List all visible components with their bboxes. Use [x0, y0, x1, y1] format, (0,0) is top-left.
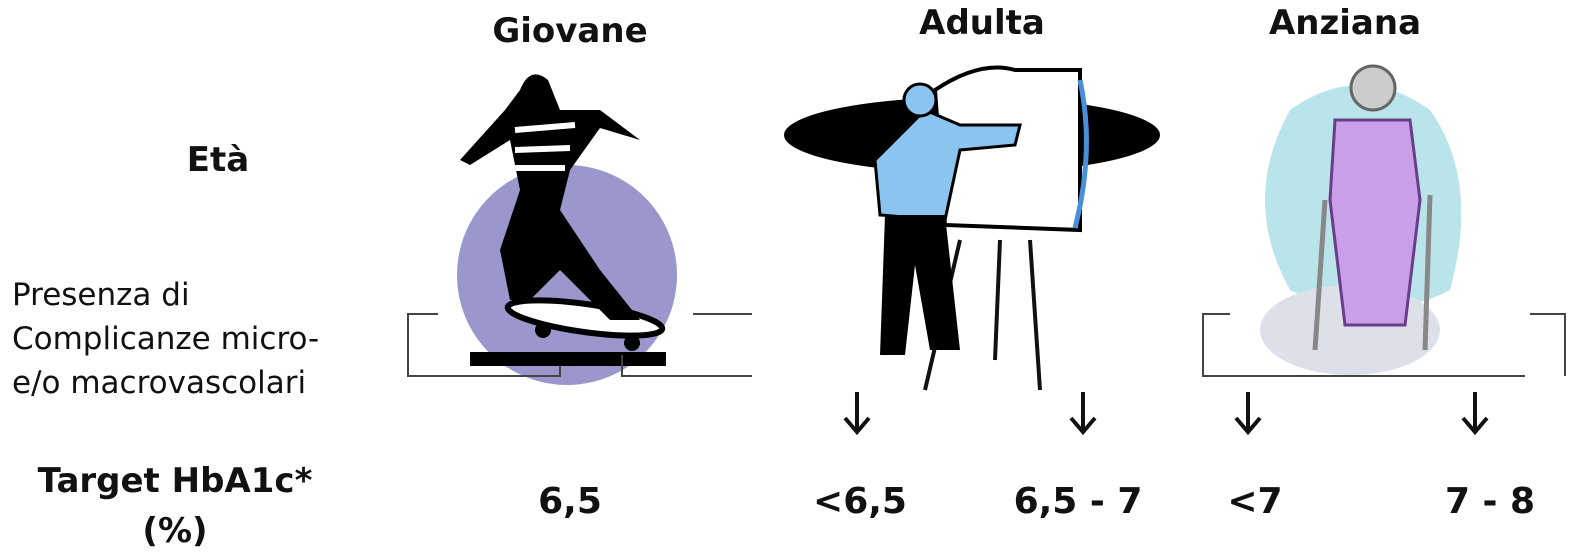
column-header: Giovane [492, 11, 647, 51]
target-value: 6,5 - 7 [1014, 481, 1143, 522]
row-label: (%) [142, 511, 207, 551]
elderly-illustration [1260, 64, 1462, 375]
arrows [843, 392, 1489, 436]
target-value: 6,5 [538, 481, 602, 522]
column-header: Anziana [1269, 3, 1421, 43]
column-header: Adulta [919, 3, 1045, 43]
target-value: <6,5 [813, 481, 907, 522]
row-label: e/o macrovascolari [12, 365, 306, 401]
row-label: Presenza di [12, 277, 190, 313]
row-label: Età [187, 140, 249, 180]
target-value: <7 [1227, 481, 1282, 522]
target-value: 7 - 8 [1445, 481, 1535, 522]
adult-illustration [784, 65, 1160, 391]
brackets [407, 313, 1566, 377]
skater-illustration [457, 74, 677, 385]
row-label: Complicanze micro- [12, 321, 319, 357]
row-label: Target HbA1c* [38, 461, 313, 501]
